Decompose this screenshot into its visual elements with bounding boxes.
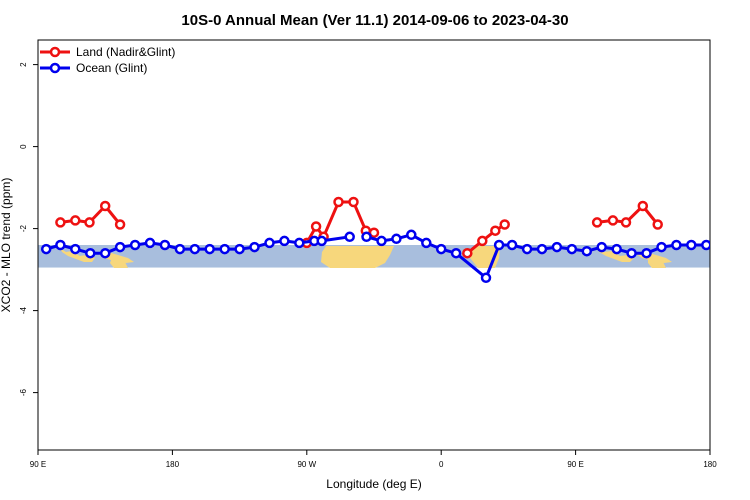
land-point-2-3 bbox=[499, 219, 510, 230]
ocean-point-1-3 bbox=[406, 229, 417, 241]
y-axis-label: XCO2 - MLO trend (ppm) bbox=[0, 178, 13, 313]
legend-land-marker bbox=[49, 46, 61, 58]
land-point-1-6 bbox=[368, 227, 380, 238]
ocean-point-1-21 bbox=[686, 239, 697, 251]
legend-ocean-label: Ocean (Glint) bbox=[76, 61, 147, 75]
ocean-point-1-18 bbox=[641, 247, 652, 259]
ocean-point-1-16 bbox=[611, 243, 622, 255]
ocean-point-0-1 bbox=[55, 239, 66, 251]
land-south-america bbox=[321, 246, 394, 268]
land-point-3-0 bbox=[591, 217, 603, 228]
ocean-point-1-13 bbox=[566, 243, 578, 255]
land-point-3-1 bbox=[607, 215, 619, 226]
ocean-point-1-22 bbox=[701, 239, 710, 251]
ocean-point-1-11 bbox=[536, 243, 548, 255]
land-point-0-1 bbox=[70, 215, 81, 226]
ocean-point-1-9 bbox=[506, 239, 518, 251]
ocean-point-1-20 bbox=[671, 239, 682, 251]
ocean-point-0-5 bbox=[114, 241, 126, 253]
ocean-point-0-17 bbox=[294, 237, 305, 249]
ocean-point-1-2 bbox=[391, 233, 402, 245]
ocean-point-0-16 bbox=[279, 235, 290, 247]
y-axis: 2 0 -2 -4 -6 bbox=[19, 62, 38, 396]
land-point-0-0 bbox=[55, 217, 66, 228]
ocean-point-1-5 bbox=[435, 243, 447, 255]
ocean-point-0-7 bbox=[144, 237, 156, 249]
ocean-point-1-6 bbox=[450, 247, 462, 259]
land-indonesia-west bbox=[60, 248, 95, 262]
ocean-point-0-15 bbox=[264, 237, 275, 249]
land-point-2-2 bbox=[490, 225, 501, 236]
land-point-0-2 bbox=[84, 217, 95, 228]
ocean-point-0-13 bbox=[234, 243, 245, 255]
land-point-0-3 bbox=[99, 200, 111, 212]
ocean-point-1-4 bbox=[421, 237, 432, 249]
ocean-point-0-10 bbox=[189, 243, 201, 255]
ocean-point-0-2 bbox=[70, 243, 81, 255]
x-tick-label-5: 180 bbox=[703, 460, 717, 469]
x-tick-label-2: 90 W bbox=[297, 460, 316, 469]
x-tick-label-3: 0 bbox=[439, 460, 444, 469]
ocean-point-1-10 bbox=[521, 243, 533, 255]
land-australia-west bbox=[110, 256, 128, 268]
land-series-line-2 bbox=[466, 223, 506, 255]
land-point-1-3 bbox=[333, 196, 344, 208]
series-layer bbox=[40, 196, 710, 284]
land-point-0-4 bbox=[114, 219, 126, 230]
ocean-point-1-7 bbox=[480, 272, 492, 284]
x-axis-label: Longitude (deg E) bbox=[326, 477, 421, 491]
ocean-point-0-11 bbox=[204, 243, 215, 255]
ocean-point-0-0 bbox=[40, 243, 52, 255]
ocean-point-1-15 bbox=[596, 241, 607, 253]
x-tick-label-1: 180 bbox=[166, 460, 180, 469]
ocean-point-0-14 bbox=[249, 241, 260, 253]
y-tick-label-3: -4 bbox=[19, 306, 28, 314]
land-point-3-3 bbox=[637, 200, 649, 212]
chart-title: 10S-0 Annual Mean (Ver 11.1) 2014-09-06 … bbox=[181, 12, 568, 29]
y-tick-label-0: 2 bbox=[19, 62, 28, 67]
legend: Land (Nadir&Glint) Ocean (Glint) bbox=[40, 45, 175, 75]
ocean-point-1-17 bbox=[626, 247, 637, 259]
ocean-point-1-1 bbox=[376, 235, 387, 247]
ocean-point-1-19 bbox=[656, 241, 667, 253]
ocean-point-0-6 bbox=[129, 239, 141, 251]
y-tick-label-1: 0 bbox=[19, 144, 28, 149]
land-indonesia-east bbox=[596, 248, 634, 262]
legend-ocean-marker bbox=[49, 62, 61, 74]
land-masses bbox=[60, 246, 672, 268]
y-tick-label-2: -2 bbox=[19, 224, 28, 232]
land-point-3-4 bbox=[652, 219, 663, 230]
ocean-point-1-0 bbox=[361, 231, 372, 243]
ocean-point-0-20 bbox=[344, 231, 355, 243]
legend-land-label: Land (Nadir&Glint) bbox=[76, 45, 175, 59]
ocean-point-0-19 bbox=[316, 235, 327, 247]
y-tick-label-4: -6 bbox=[19, 388, 28, 396]
ocean-point-1-12 bbox=[551, 241, 563, 253]
land-point-3-2 bbox=[620, 217, 632, 228]
land-point-2-1 bbox=[477, 235, 488, 247]
ocean-point-0-9 bbox=[174, 243, 186, 255]
ocean-point-0-3 bbox=[85, 247, 96, 259]
land-point-2-0 bbox=[462, 247, 473, 259]
land-point-1-1 bbox=[310, 221, 322, 232]
x-tick-label-4: 90 E bbox=[567, 460, 583, 469]
ocean-point-0-4 bbox=[99, 247, 111, 259]
x-axis: 90 E 180 90 W 0 90 E 180 bbox=[30, 450, 717, 469]
land-point-1-4 bbox=[348, 196, 359, 208]
ocean-point-0-8 bbox=[159, 239, 171, 251]
ocean-point-1-8 bbox=[493, 239, 505, 251]
land-australia-east bbox=[648, 256, 666, 268]
x-tick-label-0: 90 E bbox=[30, 460, 46, 469]
ocean-point-1-14 bbox=[581, 245, 593, 257]
ocean-point-0-12 bbox=[219, 243, 230, 255]
